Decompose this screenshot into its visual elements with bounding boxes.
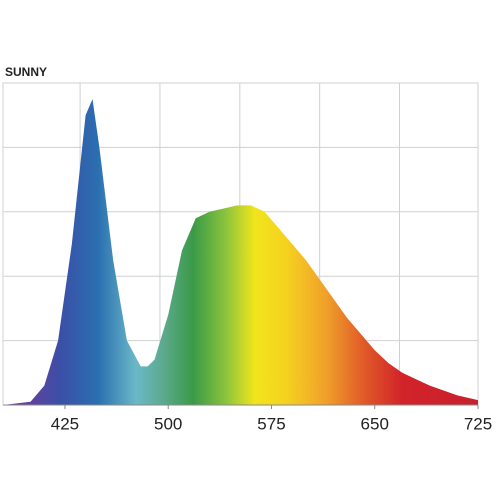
x-tick-label: 500 (154, 414, 182, 433)
chart-title: SUNNY (5, 65, 47, 79)
x-tick-label: 650 (361, 414, 389, 433)
x-tick-label: 725 (464, 414, 492, 433)
x-tick-label: 425 (51, 414, 79, 433)
x-tick-label: 575 (257, 414, 285, 433)
spectrum-area (3, 99, 478, 405)
